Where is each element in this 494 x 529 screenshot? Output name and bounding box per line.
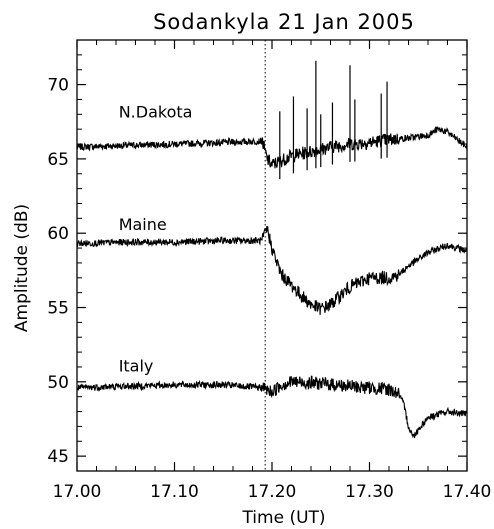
- x-tick-label: 17.20: [248, 482, 297, 502]
- x-tick-label: 17.00: [53, 482, 102, 502]
- y-axis-label: Amplitude (dB): [12, 204, 32, 332]
- x-tick-label: 17.30: [345, 482, 394, 502]
- x-tick-label: 17.10: [150, 482, 199, 502]
- series-line-2: [76, 375, 468, 439]
- x-axis-label: Time (UT): [241, 508, 325, 528]
- series-line-1: [76, 226, 468, 316]
- series-label: N.Dakota: [119, 102, 193, 121]
- chart-title: Sodankyla 21 Jan 2005: [153, 10, 415, 34]
- x-tick-label: 17.40: [443, 482, 492, 502]
- y-tick-label: 60: [47, 224, 69, 244]
- y-tick-label: 55: [47, 299, 69, 319]
- y-tick-label: 70: [47, 76, 69, 96]
- y-tick-label: 45: [47, 447, 69, 467]
- series-label: Italy: [119, 356, 154, 375]
- y-tick-label: 50: [47, 373, 69, 393]
- y-tick-label: 65: [47, 150, 69, 170]
- series-label: Maine: [119, 215, 167, 234]
- series-line-0: [76, 125, 468, 169]
